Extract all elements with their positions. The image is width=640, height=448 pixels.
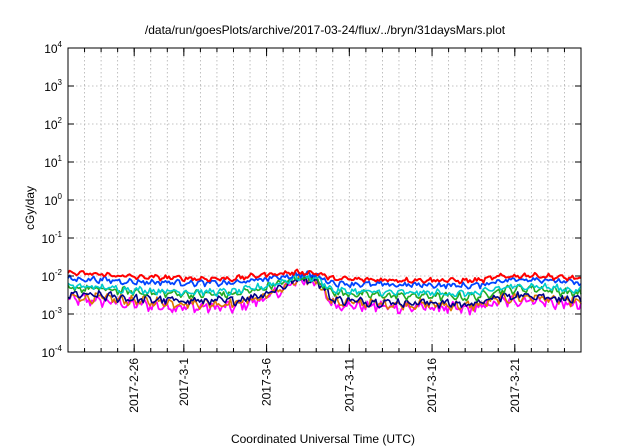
x-tick-label: 2017-3-16 bbox=[425, 358, 439, 413]
x-tick-label: 2017-3-21 bbox=[508, 358, 522, 413]
chart-title: /data/run/goesPlots/archive/2017-03-24/f… bbox=[145, 23, 506, 37]
y-tick-label: 10-1 bbox=[42, 230, 63, 246]
series-line bbox=[67, 272, 582, 298]
y-tick-label: 102 bbox=[44, 116, 62, 132]
x-tick-label: 2017-3-11 bbox=[342, 358, 356, 412]
x-axis-label: Coordinated Universal Time (UTC) bbox=[231, 432, 415, 446]
series-line bbox=[67, 274, 582, 309]
y-tick-label: 10-3 bbox=[42, 306, 63, 322]
x-tick-label: 2017-3-1 bbox=[177, 358, 191, 406]
y-tick-label: 10-4 bbox=[42, 344, 63, 360]
y-axis: 104 103 102 101 100 10-1 10-2 10-3 10-4 bbox=[42, 40, 581, 360]
series-group bbox=[67, 268, 582, 316]
y-axis-label: cGy/day bbox=[23, 186, 37, 230]
y-tick-label: 100 bbox=[44, 192, 62, 208]
y-tick-label: 101 bbox=[44, 154, 62, 170]
series-line bbox=[67, 270, 582, 290]
series-line bbox=[67, 268, 582, 285]
y-tick-label: 104 bbox=[44, 40, 62, 56]
x-tick-label: 2017-2-26 bbox=[127, 358, 141, 413]
y-tick-label: 10-2 bbox=[42, 268, 63, 284]
x-tick-label: 2017-3-6 bbox=[260, 358, 274, 406]
y-tick-label: 103 bbox=[44, 78, 62, 94]
x-axis: 2017-2-26 2017-3-1 2017-3-6 2017-3-11 2017-3… bbox=[67, 48, 582, 413]
series-line bbox=[67, 273, 582, 302]
